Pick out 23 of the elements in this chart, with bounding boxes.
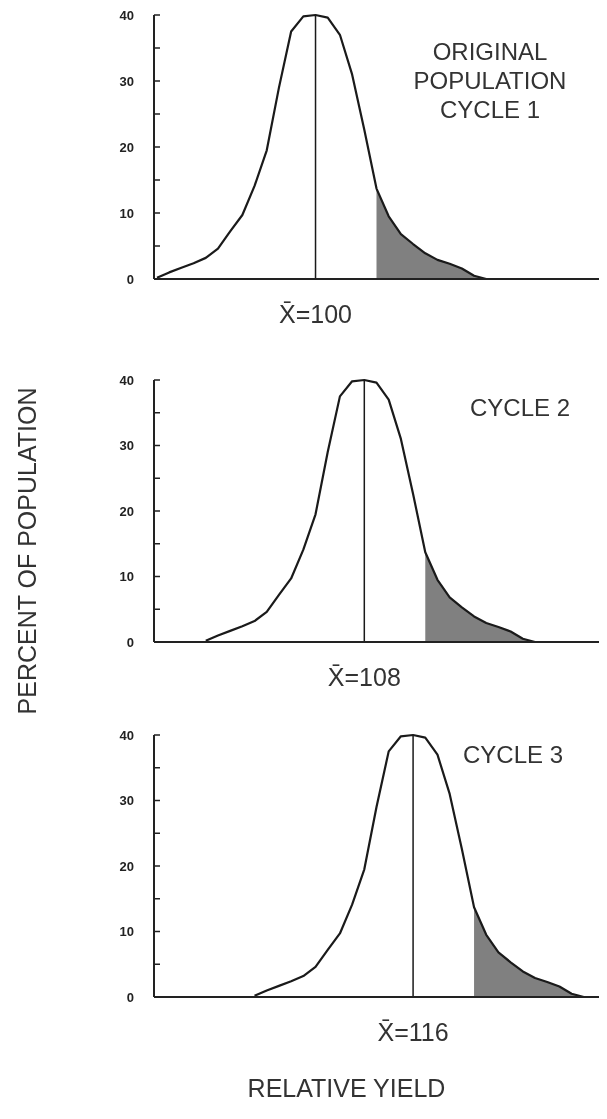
y-tick-label: 10 bbox=[119, 569, 134, 585]
y-tick-label: 30 bbox=[119, 438, 134, 454]
y-tick-label: 10 bbox=[119, 205, 134, 221]
y-tick-label: 40 bbox=[119, 372, 134, 388]
text: X̄=100 bbox=[279, 300, 353, 328]
y-tick-label: 10 bbox=[119, 924, 134, 940]
y-tick-label: 40 bbox=[119, 727, 134, 743]
text: ORIGINAL POPULATION CYCLE 1 bbox=[413, 38, 567, 123]
chart-title: CYCLE 3 bbox=[463, 741, 564, 768]
y-tick-label: 0 bbox=[126, 271, 134, 287]
y-axis-title: PERCENT OF POPULATION bbox=[13, 387, 41, 715]
x-axis-title: RELATIVE YIELD bbox=[247, 1074, 446, 1102]
y-tick-label: 30 bbox=[119, 793, 134, 809]
y-tick-label: 40 bbox=[119, 7, 134, 23]
y-tick-label: 20 bbox=[119, 858, 134, 874]
y-tick-label: 20 bbox=[119, 139, 134, 155]
text: X̄=116 bbox=[377, 1018, 449, 1046]
y-tick-label: 20 bbox=[119, 503, 134, 519]
text: X̄=108 bbox=[327, 663, 401, 691]
y-tick-label: 30 bbox=[119, 73, 134, 89]
y-tick-label: 0 bbox=[126, 989, 134, 1005]
y-tick-label: 0 bbox=[126, 634, 134, 650]
text: CYCLE 2 bbox=[469, 394, 571, 421]
